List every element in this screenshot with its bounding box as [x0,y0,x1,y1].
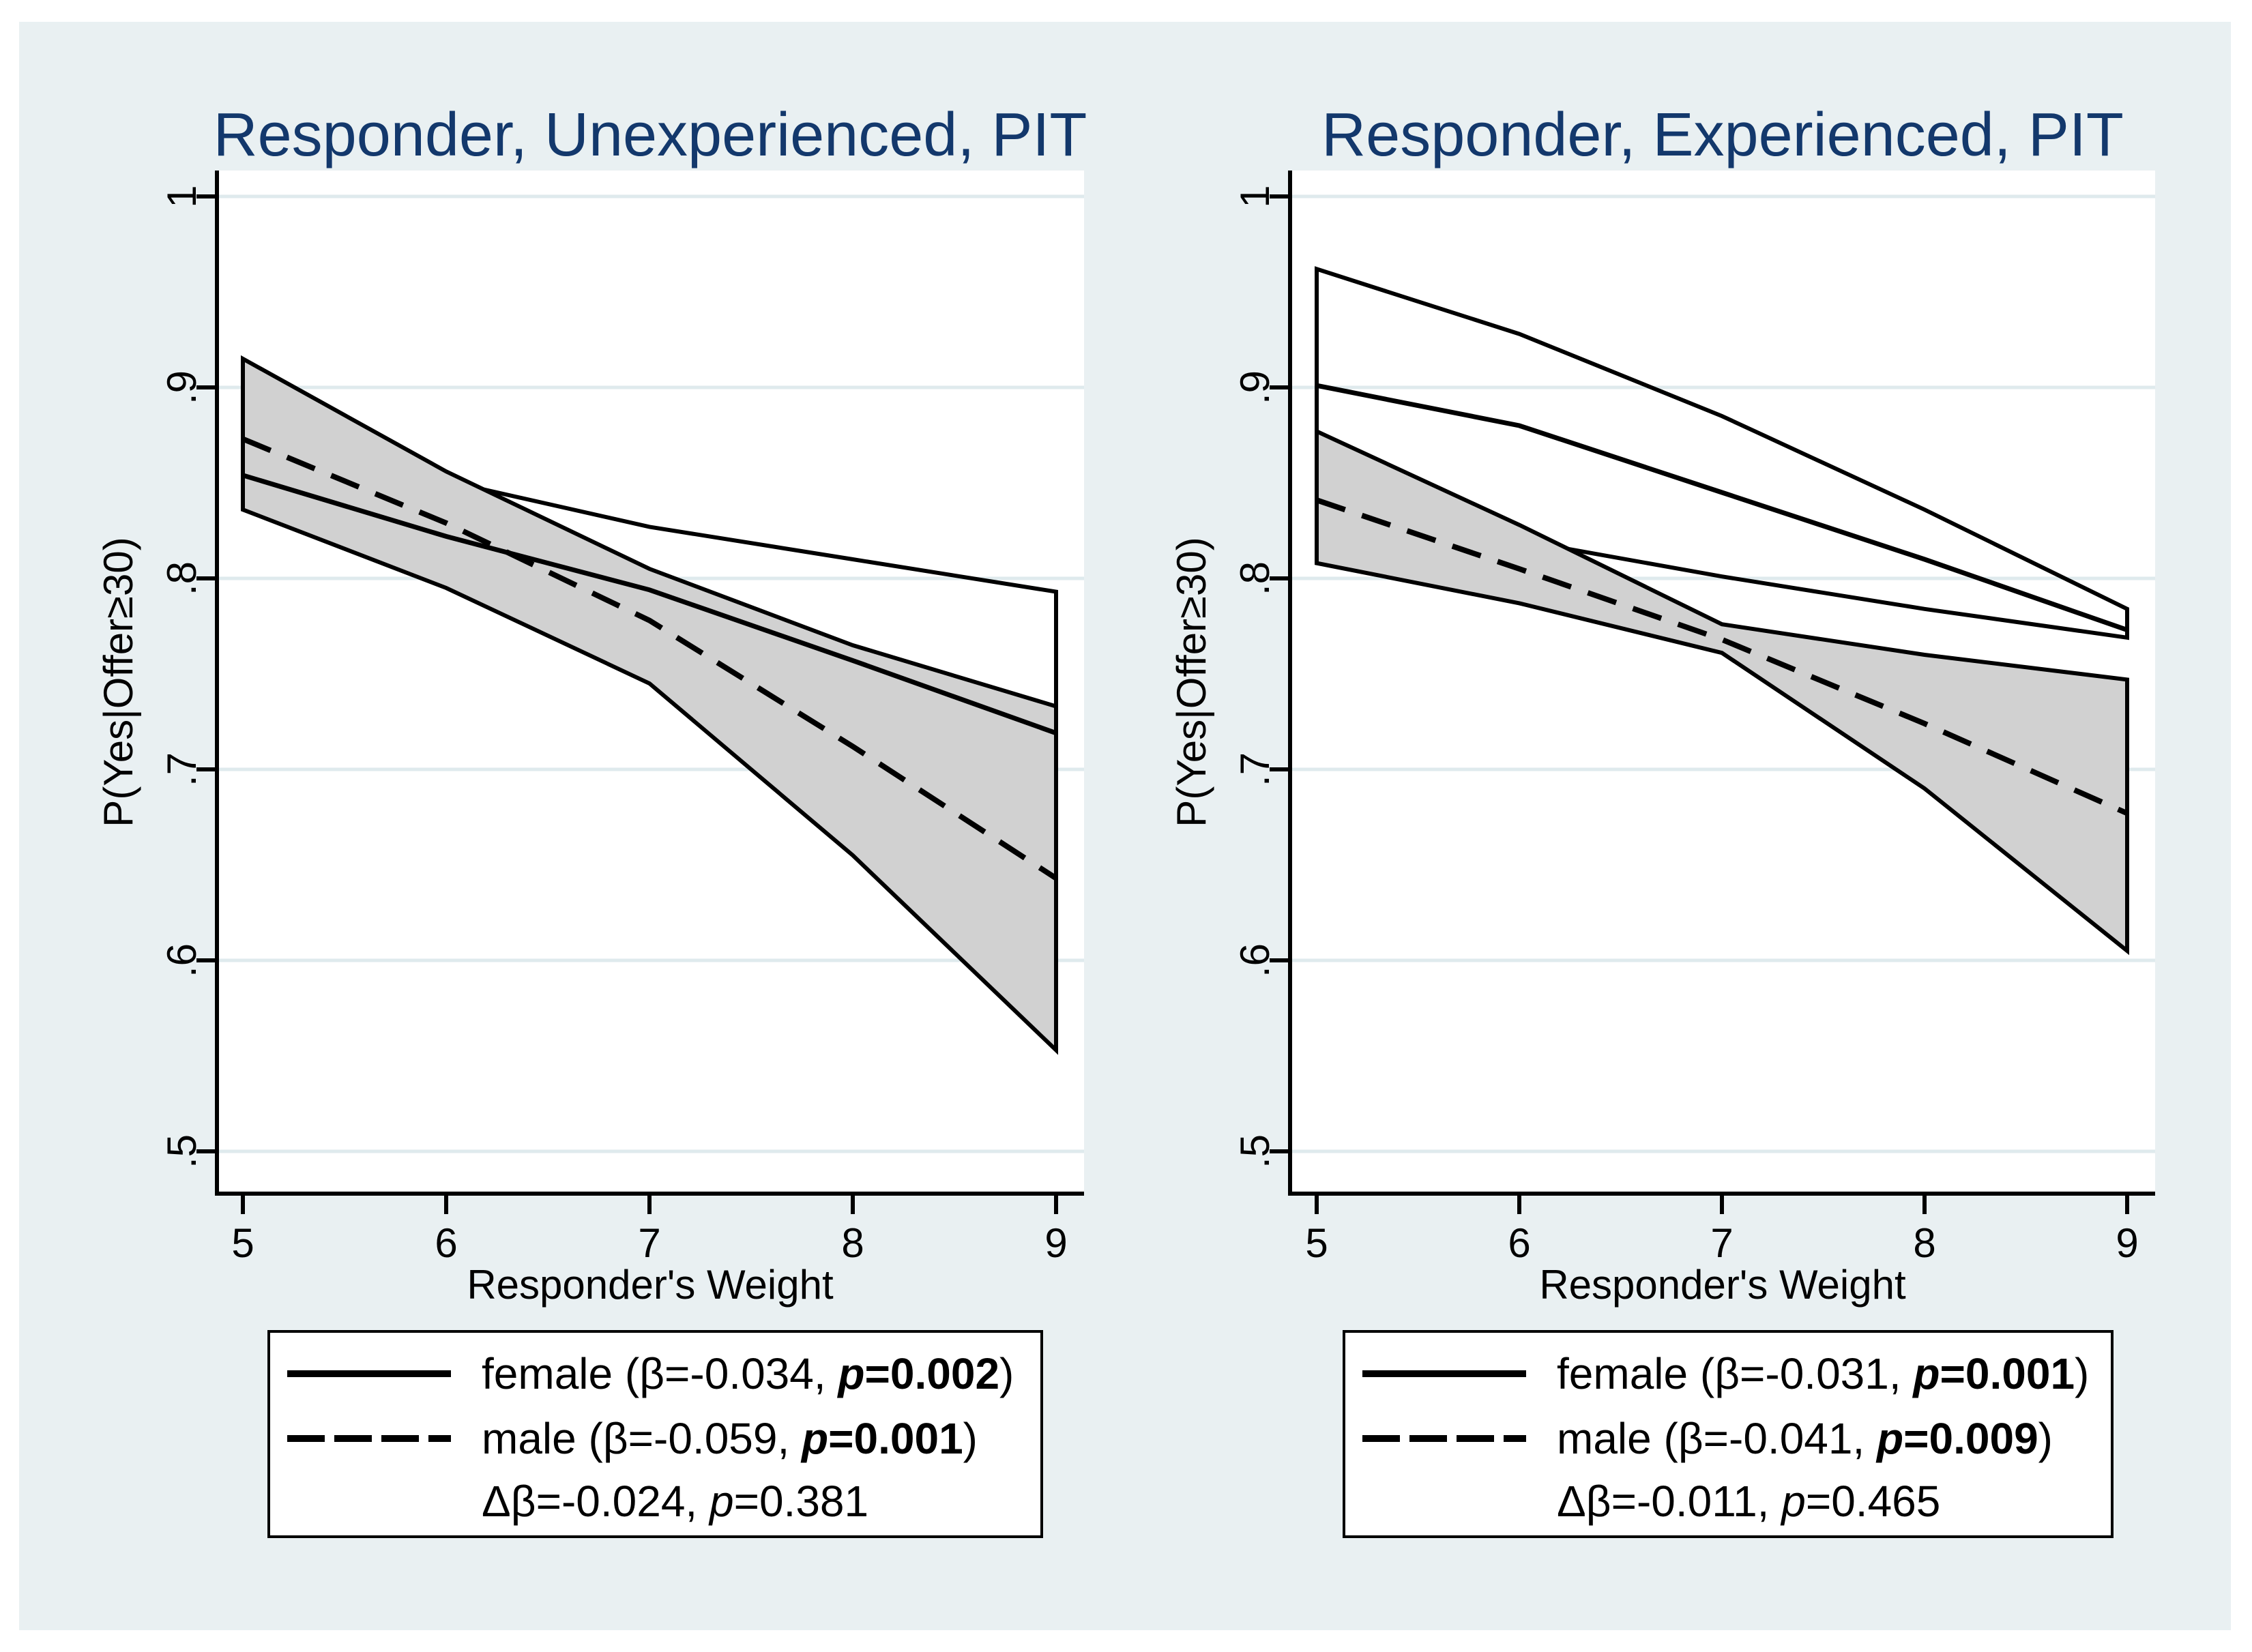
dashed-line-sample [1362,1435,1526,1442]
male-ci-band [241,355,1058,1055]
xtick-label: 8 [1913,1220,1936,1266]
y-axis-title: P(Yes|Offer≥30) [1168,537,1214,827]
male-fit-line [1315,497,2129,816]
ytick-label: .5 [158,1134,205,1169]
xtick-label: 7 [1710,1220,1734,1266]
ytick-label: .8 [158,561,205,596]
legend-label: male (β=-0.041, p=0.009) [1557,1414,2053,1463]
x-axis-title: Responder's Weight [1539,1262,1906,1308]
legend-row-delta: Δβ=-0.011, p=0.465 [1345,1477,2111,1526]
ytick-label: .7 [158,752,205,787]
legend-label: Δβ=-0.011, p=0.465 [1557,1477,1941,1526]
ytick-label: .9 [1231,370,1278,405]
male-fit-line [242,436,1058,881]
y-axis-title: P(Yes|Offer≥30) [95,537,141,827]
xtick-label: 5 [231,1220,254,1266]
ytick-label: .6 [158,943,205,978]
legend-unexperienced: female (β=-0.034, p=0.002) male (β=-0.05… [267,1330,1043,1538]
ytick-label: .5 [1231,1134,1278,1169]
legend-experienced: female (β=-0.031, p=0.001) male (β=-0.04… [1343,1330,2114,1538]
dashed-line-sample [287,1435,451,1442]
x-axis-title: Responder's Weight [467,1262,834,1308]
legend-row-female: female (β=-0.034, p=0.002) [270,1349,1040,1398]
solid-line-sample [287,1370,451,1377]
female-fit-line [242,473,1057,736]
legend-label: Δβ=-0.024, p=0.381 [482,1477,869,1526]
legend-row-male: male (β=-0.041, p=0.009) [1345,1414,2111,1463]
legend-row-female: female (β=-0.031, p=0.001) [1345,1349,2111,1398]
legend-label: female (β=-0.034, p=0.002) [482,1349,1014,1398]
ytick-label: .8 [1231,561,1278,596]
legend-row-delta: Δβ=-0.024, p=0.381 [270,1477,1040,1526]
legend-label: male (β=-0.059, p=0.001) [482,1414,978,1463]
xtick-label: 9 [1044,1220,1068,1266]
ytick-label: .9 [158,370,205,405]
legend-row-male: male (β=-0.059, p=0.001) [270,1414,1040,1463]
xtick-label: 6 [1508,1220,1531,1266]
panel-title-experienced: Responder, Experienced, PIT [1321,101,2124,169]
solid-line-sample [1362,1370,1526,1377]
xtick-label: 5 [1305,1220,1328,1266]
legend-label: female (β=-0.031, p=0.001) [1557,1349,2090,1398]
xtick-label: 7 [638,1220,661,1266]
female-fit-line [1316,383,2129,632]
xtick-label: 8 [841,1220,864,1266]
panel-title-unexperienced: Responder, Unexperienced, PIT [213,101,1087,169]
ytick-label: .7 [1231,752,1278,787]
male-ci-band [1315,428,2129,956]
ytick-label: .6 [1231,943,1278,978]
ytick-label: 1 [158,185,205,208]
ytick-label: 1 [1231,185,1278,208]
xtick-label: 6 [435,1220,458,1266]
xtick-label: 9 [2116,1220,2139,1266]
